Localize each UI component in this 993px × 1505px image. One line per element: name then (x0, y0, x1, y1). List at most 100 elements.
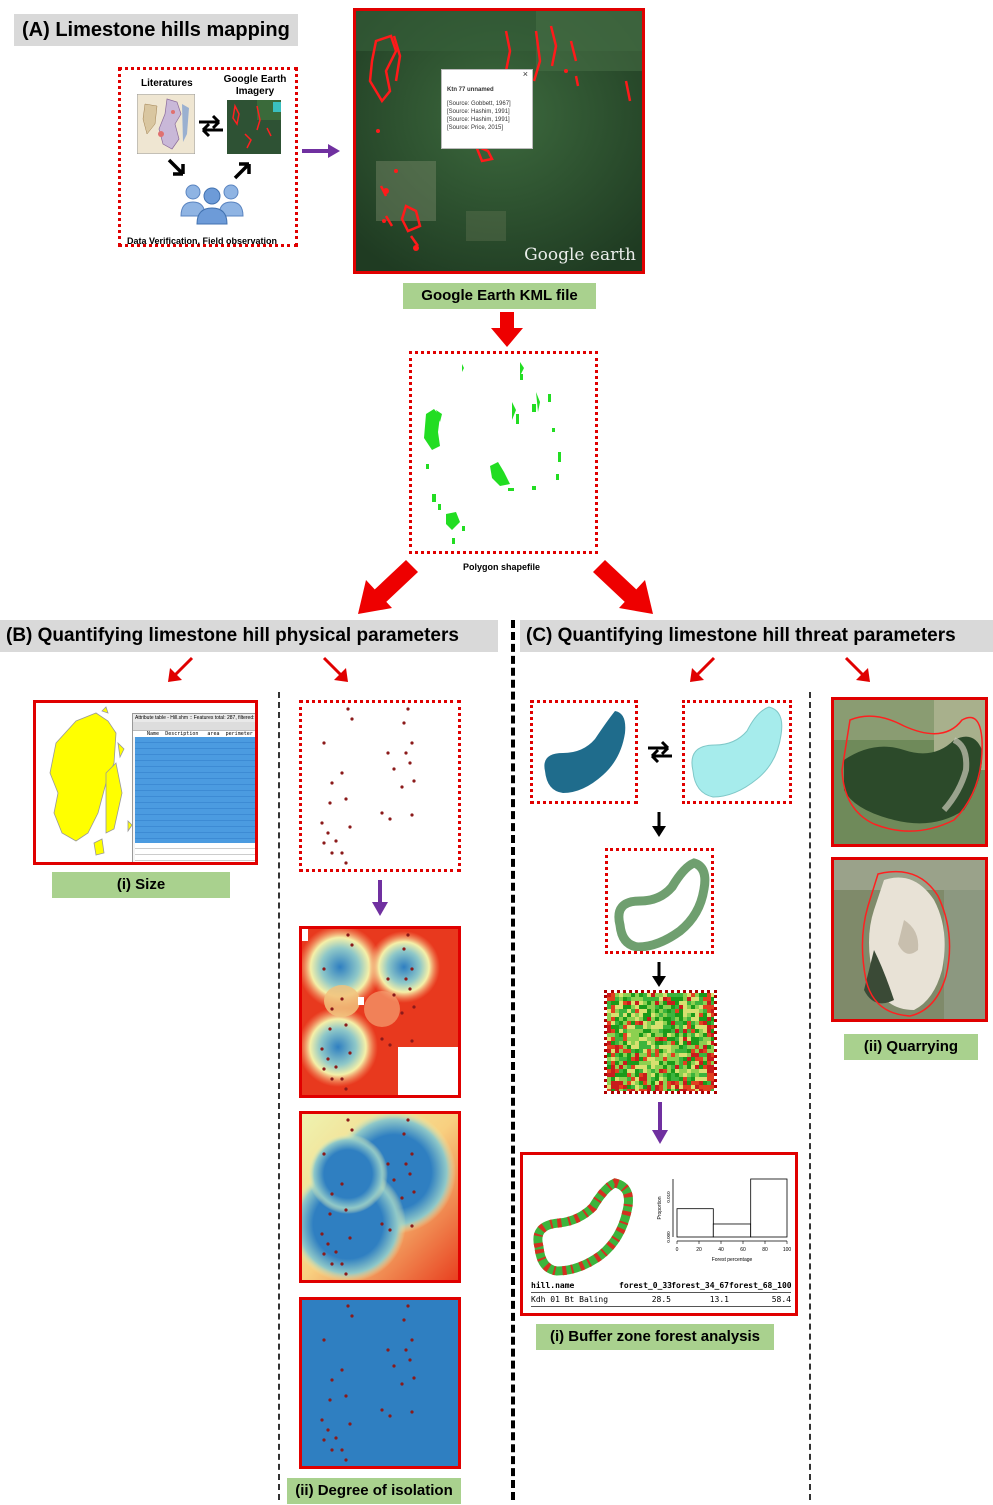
hill-points-map (302, 703, 458, 869)
raster-cell (691, 1077, 695, 1081)
raster-cell (639, 1001, 643, 1005)
raster-cell (623, 1065, 627, 1069)
raster-cell (663, 1009, 667, 1013)
hill-point (340, 1368, 343, 1371)
raster-cell (671, 1061, 675, 1065)
hill-point (340, 1182, 343, 1185)
raster-cell (655, 1045, 659, 1049)
raster-cell (639, 1017, 643, 1021)
raster-cell (631, 1085, 635, 1089)
raster-cell (691, 1013, 695, 1017)
raster-cell (703, 1061, 707, 1065)
raster-cell (643, 1037, 647, 1041)
raster-cell (691, 1005, 695, 1009)
hill-point (322, 1152, 325, 1155)
arrow-to-size (166, 656, 196, 684)
raster-cell (683, 1057, 687, 1061)
raster-cell (631, 1013, 635, 1017)
raster-cell (647, 1017, 651, 1021)
raster-cell (687, 1061, 691, 1065)
hill-point (350, 1314, 353, 1317)
hill-point (322, 967, 325, 970)
raster-cell (663, 1029, 667, 1033)
raster-cell (647, 1005, 651, 1009)
raster-cell (679, 997, 683, 1001)
raster-cell (615, 997, 619, 1001)
raster-cell (675, 1041, 679, 1045)
raster-cell (695, 1053, 699, 1057)
ring-deforested (538, 1183, 629, 1271)
raster-cell (655, 1009, 659, 1013)
raster-cell (691, 1025, 695, 1029)
raster-cell (703, 997, 707, 1001)
kml-file-label: Google Earth KML file (403, 283, 596, 309)
hill-point (408, 1358, 411, 1361)
raster-cell (655, 993, 659, 997)
table-cell-forest-0-33: 28.5 (619, 1295, 671, 1304)
raster-cell (663, 1085, 667, 1089)
raster-cell (707, 1077, 711, 1081)
hill-point (326, 1057, 329, 1060)
raster-cell (615, 1021, 619, 1025)
raster-cell (611, 1089, 615, 1091)
teal-hill-polygon (533, 703, 635, 801)
raster-cell (623, 1029, 627, 1033)
raster-cell (643, 1077, 647, 1081)
raster-cell (639, 1081, 643, 1085)
raster-cell (667, 1061, 671, 1065)
raster-cell (627, 1049, 631, 1053)
buffer-ring-box (605, 848, 714, 954)
raster-cell (619, 1001, 623, 1005)
raster-cell (699, 1065, 703, 1069)
raster-cell (651, 1081, 655, 1085)
raster-cell (683, 1053, 687, 1057)
raster-cell (699, 1077, 703, 1081)
raster-cell (703, 1085, 707, 1089)
hill-point (406, 1118, 409, 1121)
raster-cell (671, 1085, 675, 1089)
hill-point (330, 1192, 333, 1195)
raster-cell (651, 1013, 655, 1017)
raster-cell (651, 1017, 655, 1021)
raster-cell (631, 1045, 635, 1049)
raster-cell (607, 1025, 611, 1029)
raster-cell (623, 1037, 627, 1041)
section-divider (511, 620, 515, 1500)
raster-cell (651, 1001, 655, 1005)
quarry-image-1 (831, 697, 988, 847)
raster-cell (663, 993, 667, 997)
raster-cell (619, 1061, 623, 1065)
popup-close-icon[interactable]: × (523, 70, 528, 78)
raster-cell (707, 997, 711, 1001)
raster-cell (707, 1085, 711, 1089)
quarry-satellite-1 (834, 700, 985, 844)
hill-point (400, 1382, 403, 1385)
info-popup: × Ktn 77 unnamed [Source: Gobbett, 1967]… (441, 69, 533, 149)
raster-cell (663, 1025, 667, 1029)
raster-cell (631, 1005, 635, 1009)
hist-x-tick-label: 100 (783, 1247, 792, 1253)
raster-cell (671, 1041, 675, 1045)
raster-cell (651, 1045, 655, 1049)
hill-point (346, 707, 349, 710)
raster-cell (607, 1029, 611, 1033)
raster-cell (659, 1073, 663, 1077)
table-header-forest-34-67: forest_34_67 (671, 1281, 729, 1290)
raster-cell (615, 1073, 619, 1077)
raster-cell (615, 1009, 619, 1013)
raster-cell (683, 1065, 687, 1069)
raster-cell (627, 1041, 631, 1045)
attribute-table-window: Attribute table - Hill.shm :: Features t… (132, 713, 258, 865)
raster-cell (631, 1053, 635, 1057)
raster-cell (631, 1001, 635, 1005)
raster-cell (683, 1021, 687, 1025)
raster-cell (707, 1009, 711, 1013)
raster-cell (619, 1089, 623, 1091)
hist-y-tick-label: 0.000 (666, 1231, 671, 1243)
hill-point (334, 1065, 337, 1068)
raster-cell (619, 1057, 623, 1061)
raster-cell (659, 1037, 663, 1041)
raster-cell (691, 1057, 695, 1061)
raster-cell (675, 1029, 679, 1033)
hill-point (334, 1436, 337, 1439)
